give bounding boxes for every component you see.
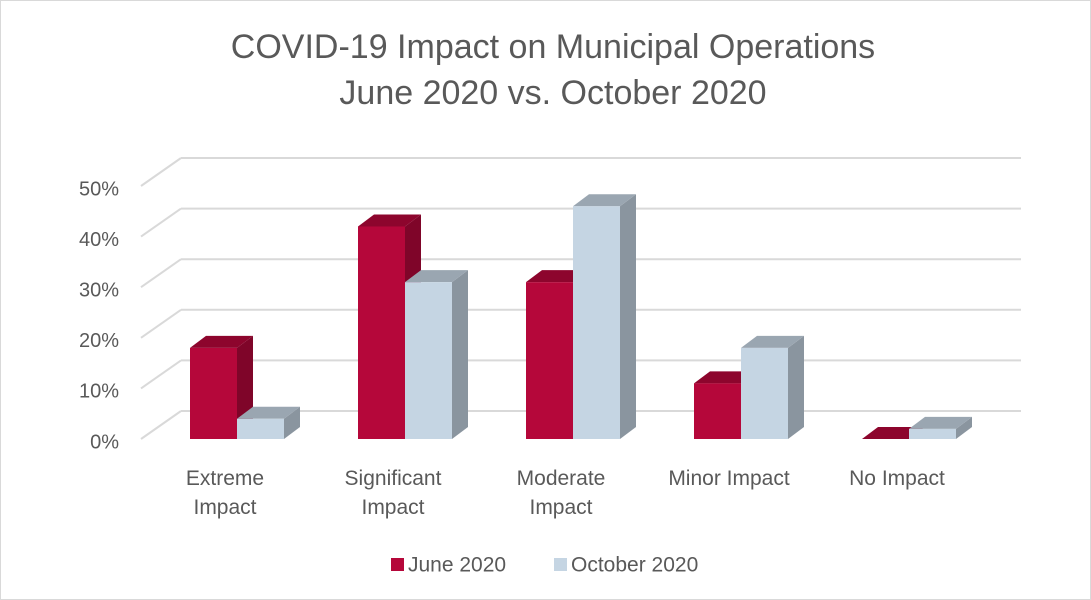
legend-swatch [391,558,404,571]
bar-side [452,270,468,439]
x-tick-label: Moderate Impact [516,467,606,519]
bar [694,383,741,439]
x-tick-label: No Impact [849,467,945,490]
legend-label: October 2020 [571,554,698,577]
grid-line-side [140,308,182,339]
bar [573,206,620,439]
x-tick-label: Significant Impact [344,467,442,519]
bar-top [741,335,804,348]
chart-subtitle: June 2020 vs. October 2020 [339,74,766,112]
x-tick-label: Extreme Impact [185,467,265,519]
legend-label: June 2020 [408,554,506,577]
grid-line-side [140,410,182,440]
legend-swatch [554,558,567,571]
bar [190,347,237,439]
bar [526,282,573,439]
bar [405,282,452,439]
bar-side [284,406,300,439]
bar [237,418,284,439]
bar-side [788,335,804,439]
bar [909,428,956,439]
bar-top [405,270,468,283]
bar-top [358,214,421,227]
y-tick-label: 40% [79,229,119,251]
y-tick-label: 20% [79,330,119,352]
bar-top [237,406,300,419]
bar [358,226,405,439]
bar-side [620,194,636,439]
grid-line-side [140,157,182,187]
y-tick-label: 10% [79,381,119,403]
y-tick-label: 50% [79,178,119,200]
chart-title: COVID-19 Impact on Municipal Operations [231,28,875,66]
bar-top [573,194,636,207]
grid-line-side [140,258,182,289]
grid-line-side [140,359,182,390]
grid-line-side [140,207,182,238]
x-tick-label: Minor Impact [668,467,790,490]
y-tick-label: 0% [90,431,119,453]
bar [741,347,788,439]
bar-side [956,416,972,439]
bar-top [190,335,253,348]
y-tick-label: 30% [79,279,119,301]
bar-top [909,416,972,429]
